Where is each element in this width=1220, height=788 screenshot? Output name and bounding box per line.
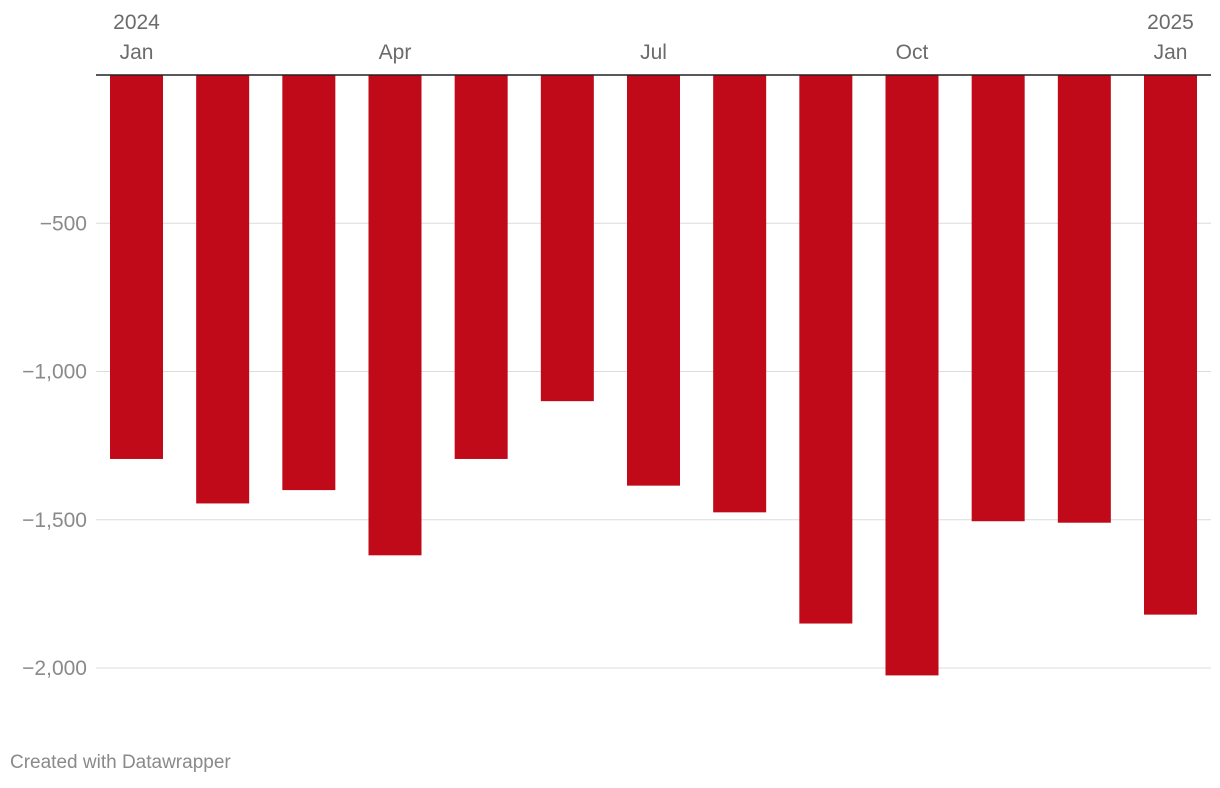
y-tick-label: −2,000: [22, 657, 87, 680]
x-tick-year-label: 2024: [113, 11, 160, 34]
bar[interactable]: [282, 75, 336, 491]
bar[interactable]: [368, 75, 422, 556]
bar[interactable]: [1057, 75, 1111, 523]
y-tick-label: −500: [40, 212, 87, 235]
y-tick-label: −1,500: [22, 509, 87, 532]
y-tick-label: −1,000: [22, 361, 87, 384]
bar[interactable]: [885, 75, 939, 676]
x-tick-month-label: Jan: [1154, 41, 1188, 64]
bars: [110, 75, 1197, 676]
x-tick-year-label: 2025: [1147, 11, 1194, 34]
bar[interactable]: [971, 75, 1025, 522]
bar[interactable]: [1144, 75, 1197, 615]
bar[interactable]: [454, 75, 508, 459]
bar[interactable]: [110, 75, 163, 459]
bar[interactable]: [540, 75, 594, 402]
x-tick-month-label: Jan: [120, 41, 154, 64]
x-axis-labels: 2024 Jan Apr Jul Oct 2025 Jan: [113, 11, 1194, 64]
x-tick-month-label: Jul: [640, 41, 667, 64]
x-tick-month-label: Apr: [379, 41, 412, 64]
datawrapper-credit[interactable]: Created with Datawrapper: [10, 752, 231, 773]
bar[interactable]: [713, 75, 767, 513]
x-tick-month-label: Oct: [896, 41, 929, 64]
y-axis-labels: −500 −1,000 −1,500 −2,000: [22, 212, 87, 680]
bar[interactable]: [627, 75, 680, 486]
bar[interactable]: [799, 75, 853, 624]
bar[interactable]: [196, 75, 250, 504]
